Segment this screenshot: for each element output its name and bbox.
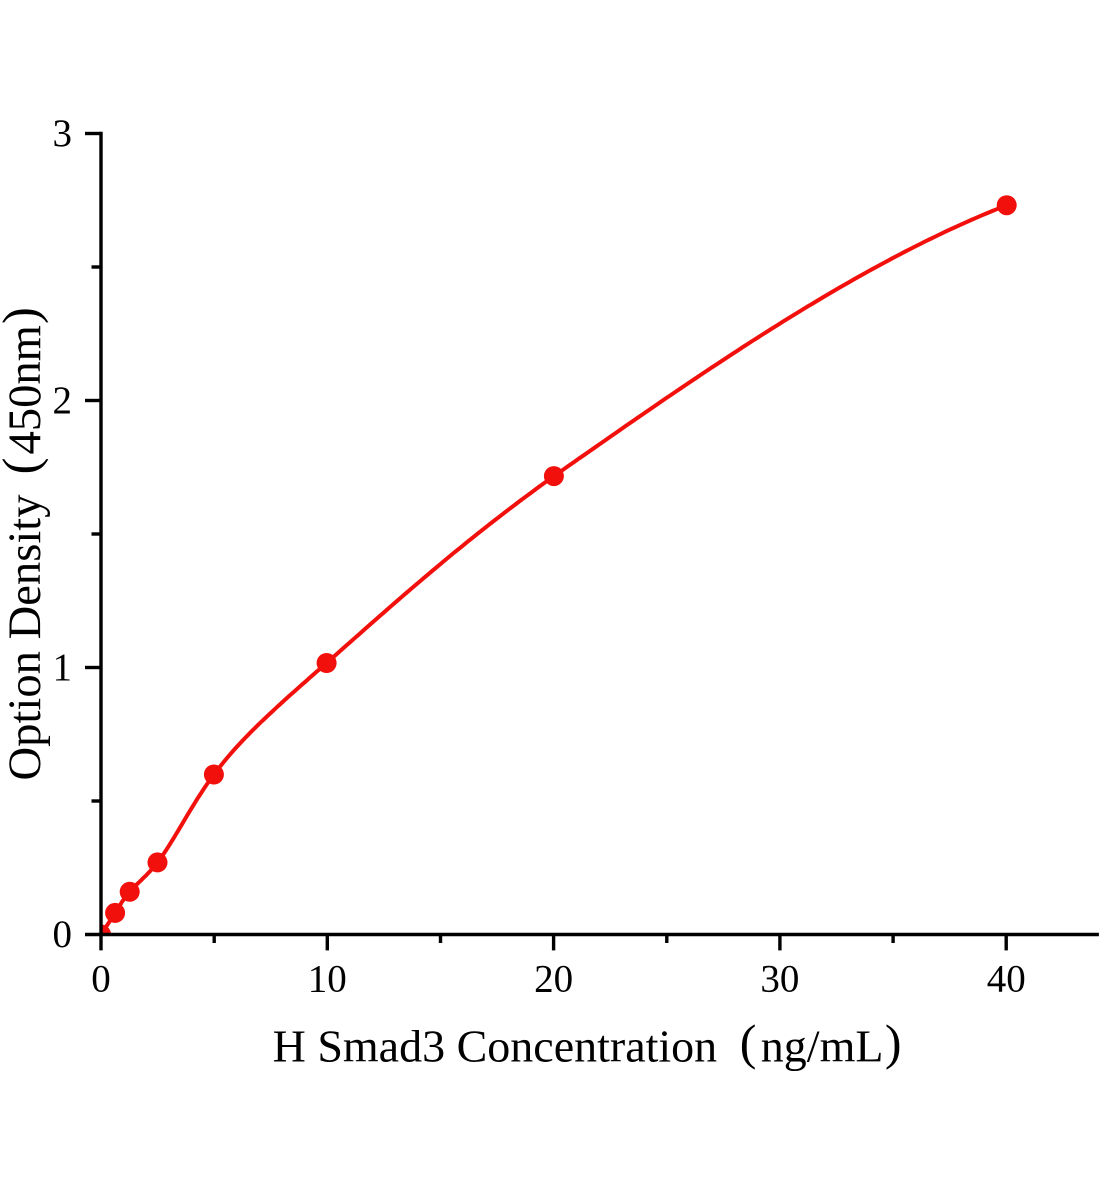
svg-text:1: 1: [53, 646, 73, 689]
svg-text:2: 2: [53, 379, 73, 422]
svg-text:ng/mL: ng/mL: [761, 1021, 884, 1072]
svg-text:(: (: [0, 458, 48, 475]
svg-text:450nm: 450nm: [0, 325, 51, 454]
svg-text:10: 10: [308, 957, 347, 1000]
svg-text:Option Density: Option Density: [0, 494, 51, 781]
svg-text:): ): [0, 307, 48, 324]
svg-text:0: 0: [53, 913, 73, 956]
svg-text:): ): [885, 1014, 902, 1070]
svg-text:20: 20: [534, 957, 573, 1000]
svg-text:0: 0: [91, 957, 111, 1000]
svg-text:40: 40: [987, 957, 1026, 1000]
svg-text:3: 3: [53, 112, 73, 155]
svg-text:H Smad3 Concentration: H Smad3 Concentration: [273, 1021, 718, 1072]
svg-text:(: (: [740, 1014, 757, 1070]
svg-text:30: 30: [760, 957, 799, 1000]
